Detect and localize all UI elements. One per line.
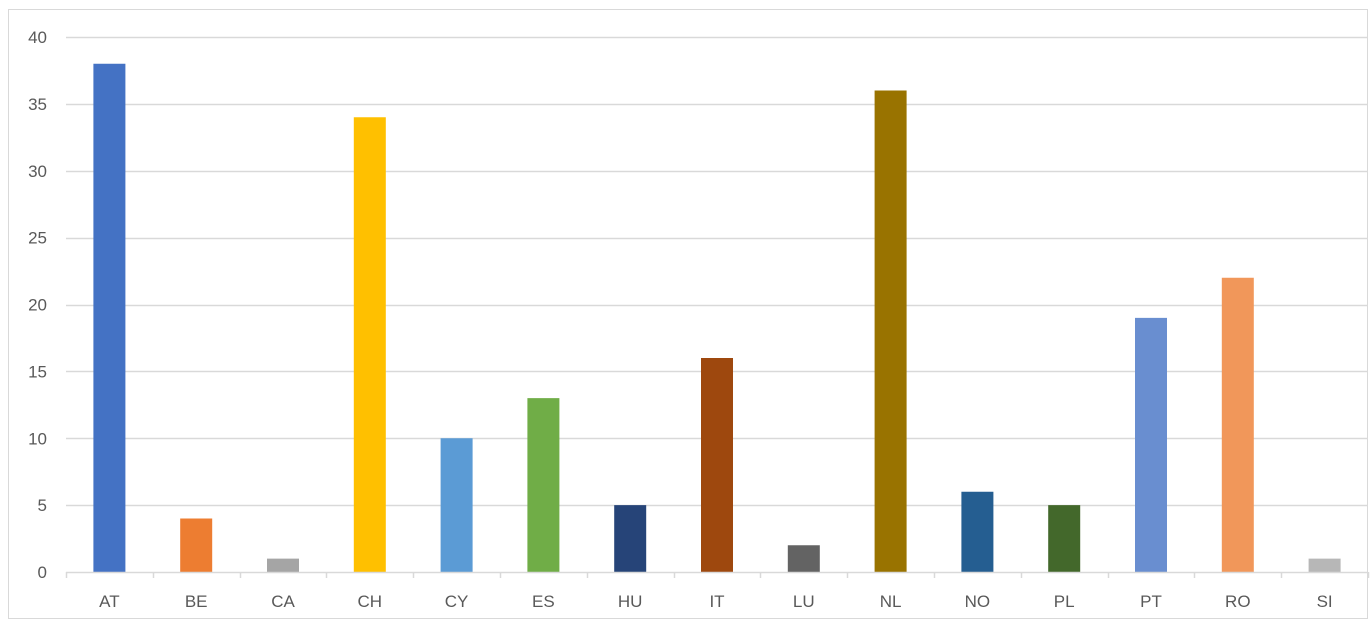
x-tick-label: NL: [880, 592, 902, 611]
y-tick-label: 15: [28, 362, 47, 381]
y-tick-label: 35: [28, 95, 47, 114]
x-tick-label: CH: [358, 592, 383, 611]
bar-hu: [614, 505, 647, 572]
x-tick-label: HU: [618, 592, 643, 611]
bar-ch: [353, 117, 386, 572]
bar-lu: [787, 545, 820, 572]
y-tick-label: 30: [28, 162, 47, 181]
bar-nl: [874, 90, 907, 572]
bar-no: [961, 491, 994, 572]
x-tick-label: SI: [1317, 592, 1333, 611]
x-tick-label: NO: [965, 592, 991, 611]
x-tick-label: ES: [532, 592, 555, 611]
x-tick-label: CA: [271, 592, 295, 611]
bar-si: [1308, 558, 1341, 572]
bar-es: [527, 398, 560, 572]
bar-it: [701, 358, 733, 572]
y-axis-tick-labels: 0 5 10 15 20 25 30 35 40: [28, 28, 47, 582]
bar-be: [180, 518, 213, 572]
bars: [93, 63, 1341, 572]
y-tick-label: 25: [28, 229, 47, 248]
bar-pl: [1048, 505, 1081, 572]
x-tick-label: IT: [709, 592, 724, 611]
bar-cy: [440, 438, 473, 572]
bar-pt: [1135, 317, 1167, 572]
x-tick-label: PL: [1054, 592, 1075, 611]
x-tick-label: AT: [99, 592, 119, 611]
bar-ro: [1221, 277, 1254, 572]
x-tick-label: RO: [1225, 592, 1251, 611]
x-tick-label: BE: [185, 592, 208, 611]
x-tick-label: LU: [793, 592, 815, 611]
y-tick-label: 0: [38, 563, 47, 582]
bar-ca: [267, 558, 299, 572]
y-tick-label: 5: [38, 496, 47, 515]
y-tick-label: 10: [28, 429, 47, 448]
y-tick-label: 20: [28, 296, 47, 315]
bar-at: [93, 63, 126, 572]
x-tick-label: CY: [445, 592, 469, 611]
x-tick-label: PT: [1140, 592, 1162, 611]
x-axis-tick-labels: AT BE CA CH CY ES HU IT LU NL NO PL PT RO SI: [99, 592, 1332, 611]
y-tick-label: 40: [28, 28, 47, 47]
x-axis: [65, 571, 1370, 578]
